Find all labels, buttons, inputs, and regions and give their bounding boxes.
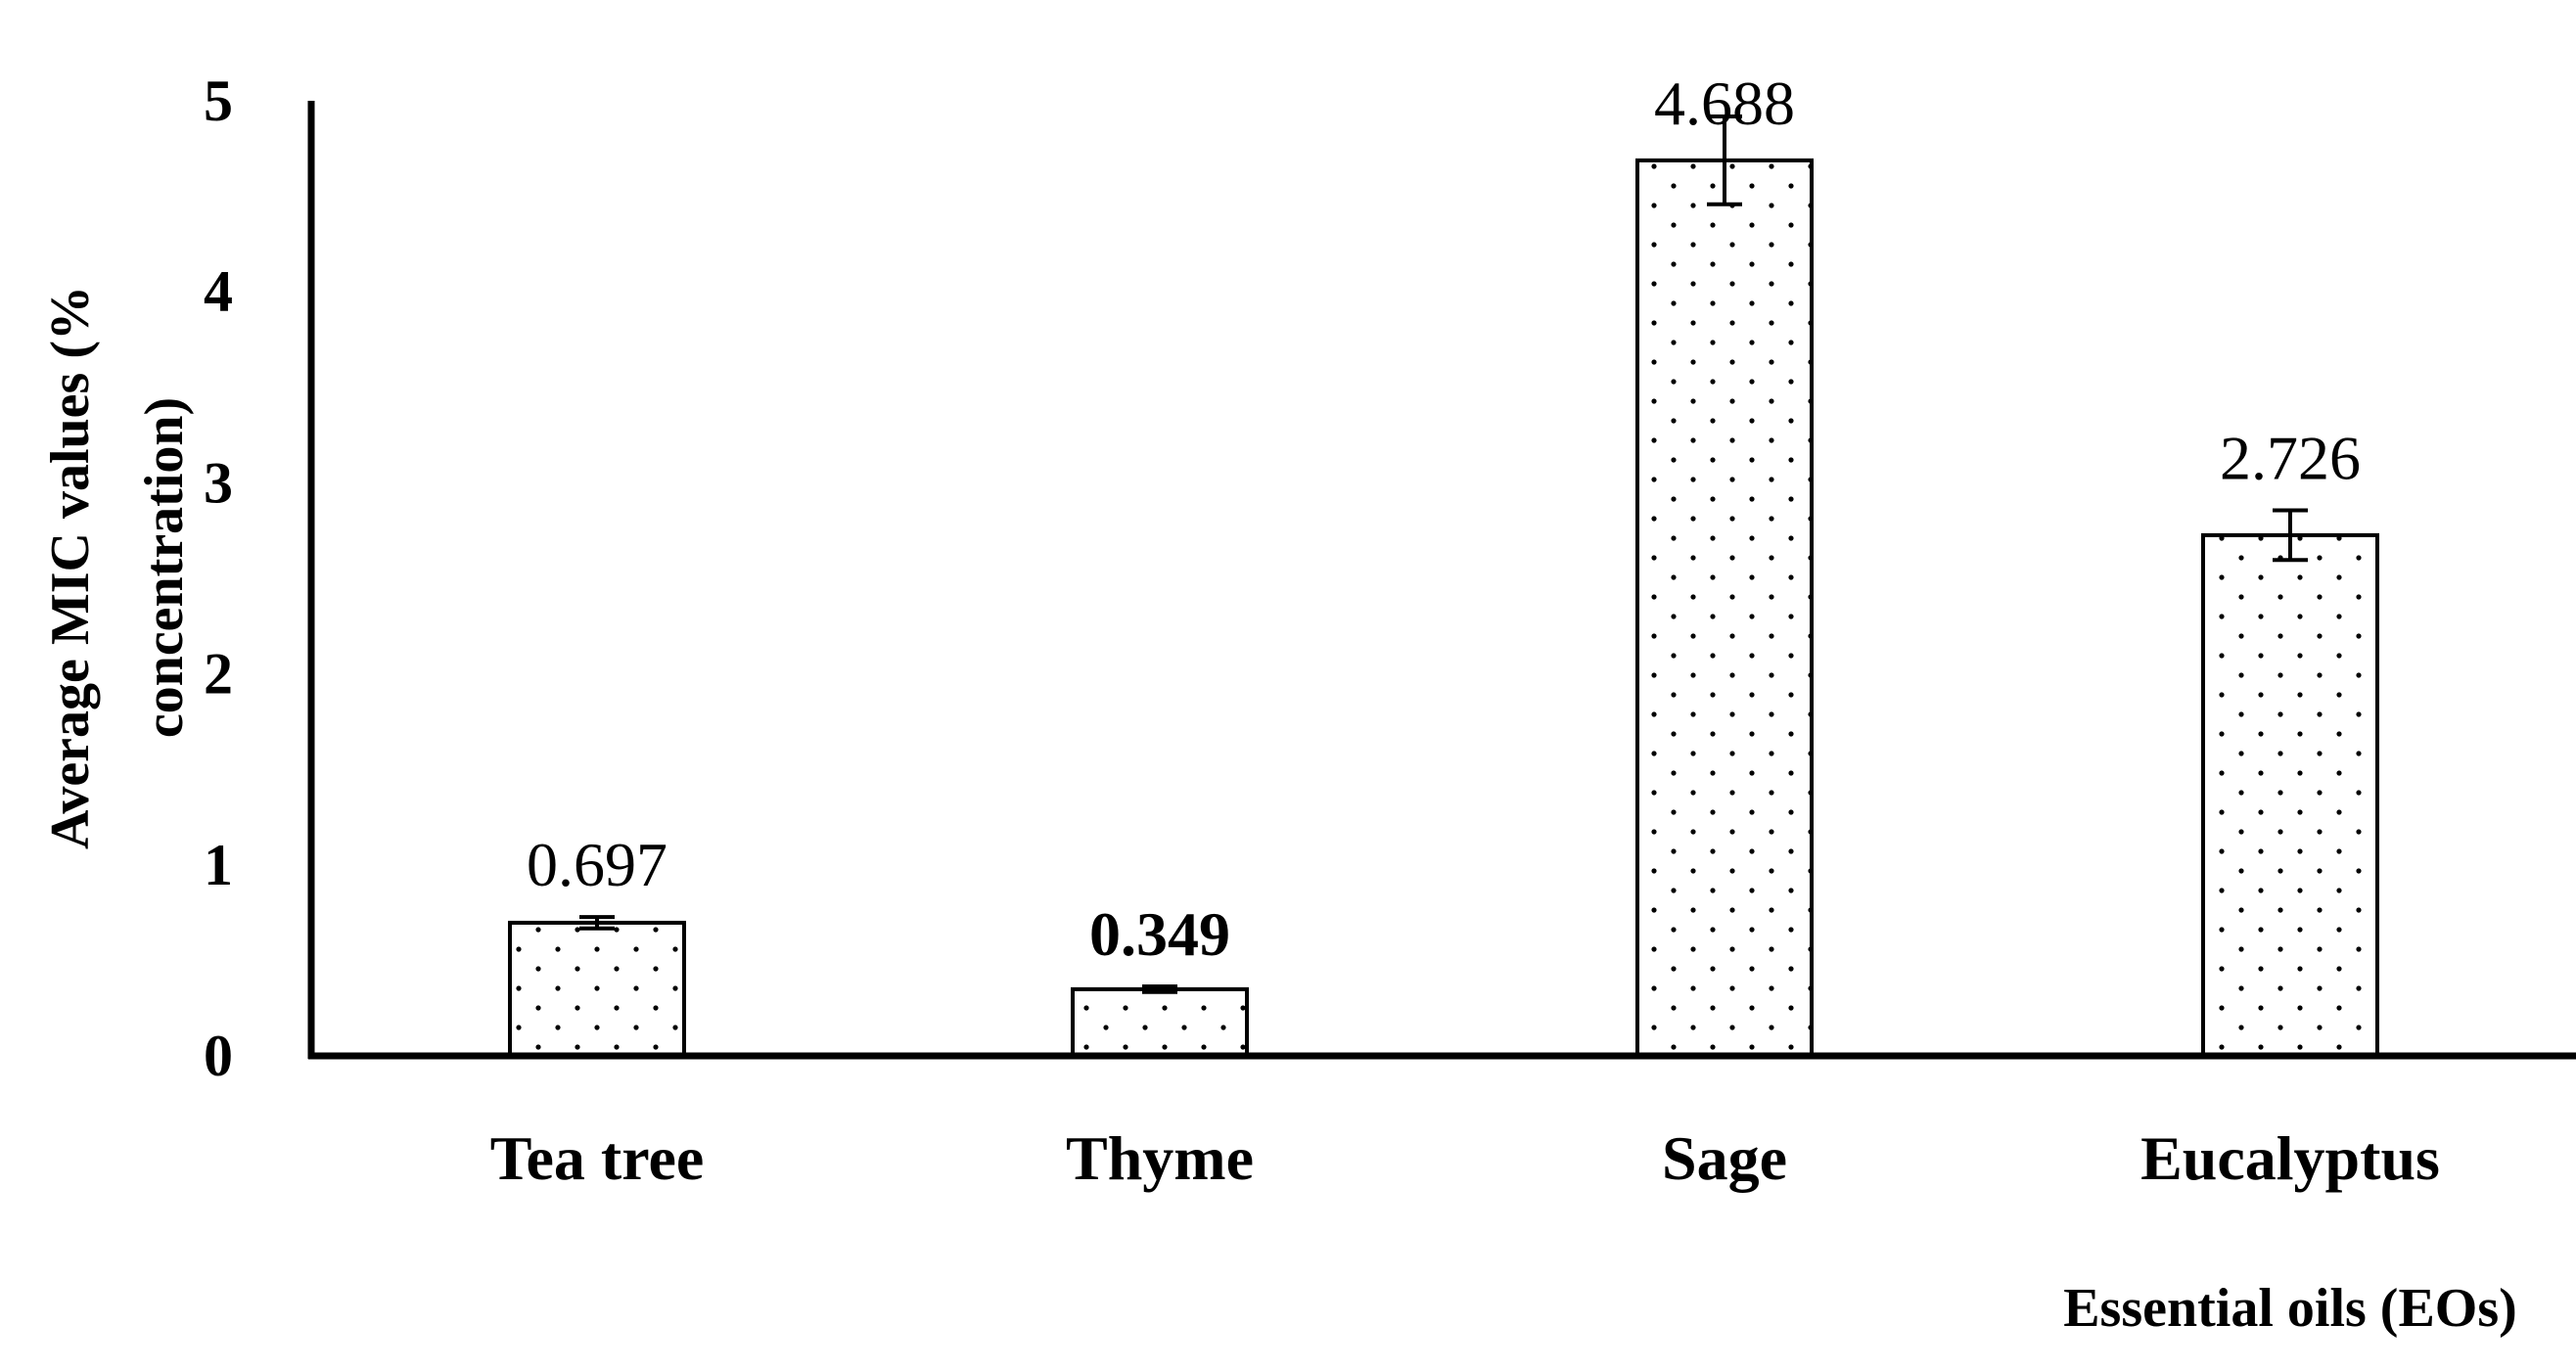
y-tick-label: 2 xyxy=(204,642,233,707)
y-axis-label: Average MIC values (% concentration) xyxy=(40,286,195,849)
y-tick-label: 3 xyxy=(204,450,233,515)
x-category-label: Sage xyxy=(1662,1123,1787,1193)
data-label: 2.726 xyxy=(2220,424,2361,493)
x-category-label: Tea tree xyxy=(490,1123,705,1193)
y-tick-label: 0 xyxy=(204,1024,233,1088)
error-bar xyxy=(1142,983,1177,994)
bar xyxy=(1071,986,1249,1058)
y-tick-label: 4 xyxy=(204,259,233,324)
y-tick-label: 5 xyxy=(204,68,233,133)
x-category-label: Eucalyptus xyxy=(2140,1123,2440,1193)
bar xyxy=(1635,158,1814,1058)
error-bar xyxy=(2273,508,2308,563)
y-axis-label-line-1: Average MIC values (% xyxy=(40,286,101,849)
y-axis-label-line-2: concentration) xyxy=(134,397,195,738)
error-bar xyxy=(1707,114,1742,206)
bar xyxy=(2201,532,2379,1058)
error-bar xyxy=(579,915,615,931)
data-label: 0.697 xyxy=(527,830,667,899)
x-category-label: Thyme xyxy=(1066,1123,1254,1193)
x-axis-label: Essential oils (EOs) xyxy=(2063,1278,2517,1339)
y-tick-label: 1 xyxy=(204,833,233,897)
data-label: 0.349 xyxy=(1089,899,1230,969)
bar xyxy=(508,920,686,1059)
data-label: 4.688 xyxy=(1654,68,1795,138)
